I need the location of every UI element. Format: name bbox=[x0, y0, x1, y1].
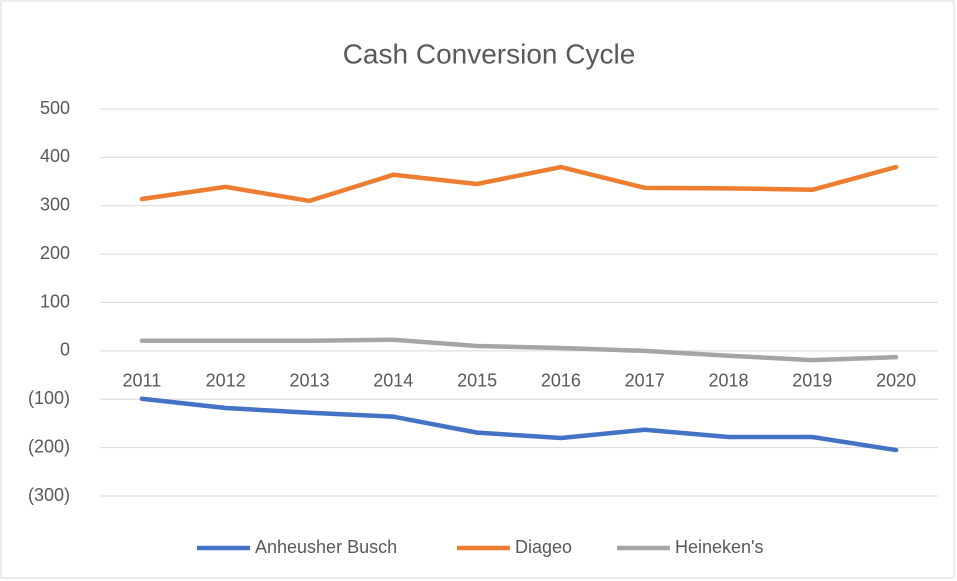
x-tick-label: 2011 bbox=[123, 371, 162, 391]
x-tick-label: 2012 bbox=[206, 371, 246, 391]
y-tick-label: (300) bbox=[28, 485, 70, 505]
y-tick-label: 300 bbox=[40, 195, 70, 215]
legend-label: Anheusher Busch bbox=[255, 537, 397, 557]
x-tick-label: 2017 bbox=[625, 371, 665, 391]
y-tick-label: 0 bbox=[60, 340, 70, 360]
x-tick-label: 2013 bbox=[289, 371, 329, 391]
y-tick-label: (100) bbox=[28, 388, 70, 408]
y-tick-label: 500 bbox=[40, 98, 70, 118]
x-tick-label: 2020 bbox=[876, 371, 916, 391]
x-tick-label: 2018 bbox=[708, 371, 748, 391]
x-tick-label: 2014 bbox=[373, 371, 413, 391]
y-tick-label: (200) bbox=[28, 436, 70, 456]
x-tick-label: 2016 bbox=[541, 371, 581, 391]
line-series bbox=[139, 164, 899, 204]
x-tick-label: 2019 bbox=[792, 371, 832, 391]
y-tick-label: 200 bbox=[40, 243, 70, 263]
x-tick-label: 2015 bbox=[457, 371, 497, 391]
y-tick-label: 100 bbox=[40, 291, 70, 311]
legend-label: Diageo bbox=[515, 537, 572, 557]
legend-label: Heineken's bbox=[675, 537, 764, 557]
line-series bbox=[139, 337, 899, 363]
chart-title: Cash Conversion Cycle bbox=[343, 38, 636, 69]
y-tick-label: 400 bbox=[40, 146, 70, 166]
line-series bbox=[139, 396, 899, 453]
